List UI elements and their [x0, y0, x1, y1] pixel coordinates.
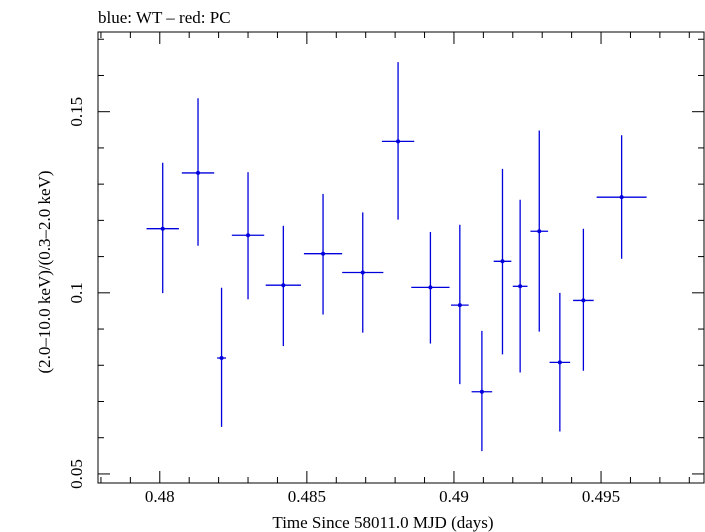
data-point — [549, 292, 571, 432]
point-marker — [500, 259, 505, 264]
axis-ticks — [98, 32, 704, 483]
plot-frame — [97, 31, 705, 484]
data-point — [231, 172, 265, 300]
y-tick-label: 0.15 — [67, 97, 86, 127]
point-marker — [619, 195, 624, 200]
data-point — [493, 168, 512, 355]
data-point — [573, 228, 594, 371]
chart-title: blue: WT – red: PC — [98, 8, 231, 27]
point-marker — [457, 303, 462, 308]
point-marker — [281, 283, 286, 288]
point-marker — [321, 251, 326, 256]
data-point — [512, 199, 528, 373]
axis-tick-labels: 0.48 0.485 0.49 0.495 0.05 0.1 0.15 — [67, 97, 620, 506]
data-point — [471, 330, 493, 452]
data-point — [530, 130, 549, 332]
data-point — [381, 62, 415, 220]
point-marker — [581, 298, 586, 303]
data-point — [303, 193, 343, 315]
x-axis-label: Time Since 58011.0 MJD (days) — [272, 513, 493, 532]
data-point — [181, 98, 215, 246]
point-marker — [246, 233, 251, 238]
data-point — [342, 212, 384, 333]
point-marker — [219, 356, 224, 361]
point-marker — [537, 229, 542, 234]
point-marker — [428, 285, 433, 290]
y-tick-label: 0.05 — [67, 459, 86, 489]
point-marker — [160, 226, 165, 231]
data-points — [146, 62, 647, 452]
point-marker — [396, 139, 401, 144]
data-point — [217, 287, 226, 427]
data-point — [596, 135, 647, 259]
y-axis-label: (2.0–10.0 keV)/(0.3–2.0 keV) — [35, 170, 54, 373]
point-marker — [479, 389, 484, 394]
x-tick-label: 0.48 — [145, 487, 175, 506]
point-marker — [518, 284, 523, 289]
point-marker — [557, 360, 562, 365]
data-point — [411, 231, 450, 344]
point-marker — [360, 270, 365, 275]
x-tick-label: 0.495 — [582, 487, 620, 506]
x-tick-label: 0.49 — [439, 487, 469, 506]
point-marker — [196, 170, 201, 175]
y-tick-label: 0.1 — [67, 282, 86, 303]
data-point — [146, 162, 179, 294]
data-point — [265, 225, 301, 347]
x-tick-label: 0.485 — [288, 487, 326, 506]
data-point — [451, 224, 469, 385]
